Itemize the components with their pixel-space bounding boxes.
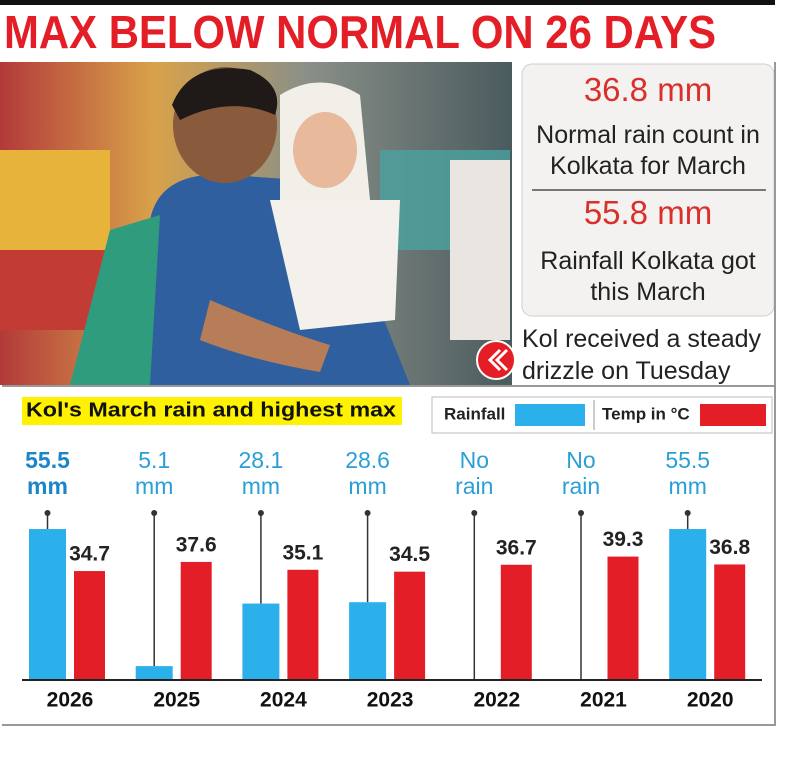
chart: Rainfall Temp in °C 55.5 mm 34.7 2026 5.1 mm 37.… xyxy=(22,400,766,712)
rain-label: 55.5 mm xyxy=(25,447,70,499)
rain-label: No rain xyxy=(455,447,493,499)
stem-dot xyxy=(684,510,691,516)
x-tick-label: 2026 xyxy=(47,689,94,712)
chart-frame xyxy=(2,385,776,726)
x-tick-label: 2025 xyxy=(153,689,200,712)
top-rule xyxy=(0,0,775,5)
legend-label: Rainfall xyxy=(444,404,505,423)
fact-value: 36.8 mm xyxy=(584,71,712,108)
temp-label: 39.3 xyxy=(603,528,644,551)
temp-label: 36.8 xyxy=(709,536,750,559)
temp-label: 36.7 xyxy=(496,536,537,559)
rain-bar xyxy=(669,529,707,680)
temp-bar xyxy=(180,561,212,680)
temp-label: 37.6 xyxy=(176,533,217,556)
rain-label: 28.6 mm xyxy=(345,447,390,499)
rain-bar xyxy=(135,666,173,680)
temp-label: 34.7 xyxy=(69,543,110,566)
temp-bar xyxy=(287,569,319,680)
photo xyxy=(0,62,512,385)
caption: Kol received a steady drizzle on Tuesday xyxy=(522,325,762,385)
legend-swatch xyxy=(700,404,766,426)
x-tick-label: 2021 xyxy=(580,689,627,712)
fact-label: Normal rain count in Kolkata for March xyxy=(536,121,760,180)
fact-value: 55.8 mm xyxy=(584,194,712,231)
rain-label: 5.1 mm xyxy=(135,447,173,499)
stem-dot xyxy=(578,510,584,516)
title-highlight xyxy=(22,397,402,425)
x-tick-label: 2023 xyxy=(367,689,414,712)
temp-label: 35.1 xyxy=(282,541,323,564)
temp-bar xyxy=(394,571,426,680)
stem-dot xyxy=(44,510,51,516)
legend-label: Temp in °C xyxy=(602,404,690,423)
stem-dot xyxy=(257,510,264,516)
stem-dot xyxy=(151,510,158,516)
caption-icon xyxy=(476,340,516,380)
headline: MAX BELOW NORMAL ON 26 DAYS xyxy=(4,6,716,58)
rain-bar xyxy=(242,603,280,680)
x-tick-label: 2024 xyxy=(260,689,307,712)
legend-swatch xyxy=(515,404,585,426)
rain-label: No rain xyxy=(562,447,600,499)
rain-label: 28.1 mm xyxy=(239,447,284,499)
temp-label: 34.5 xyxy=(389,543,430,566)
temp-bar xyxy=(74,571,105,680)
rain-bar xyxy=(349,602,387,680)
temp-bar xyxy=(714,564,746,680)
rain-bar xyxy=(29,529,66,680)
fact-label: Rainfall Kolkata got this March xyxy=(540,247,755,306)
rain-label: 55.5 mm xyxy=(665,447,710,499)
x-tick-label: 2022 xyxy=(473,689,520,712)
stem-dot xyxy=(364,510,371,516)
temp-bar xyxy=(500,564,532,680)
x-tick-label: 2020 xyxy=(687,689,734,712)
chart-title: Kol's March rain and highest max xyxy=(26,399,396,421)
temp-bar xyxy=(607,556,639,680)
stem-dot xyxy=(471,510,478,516)
